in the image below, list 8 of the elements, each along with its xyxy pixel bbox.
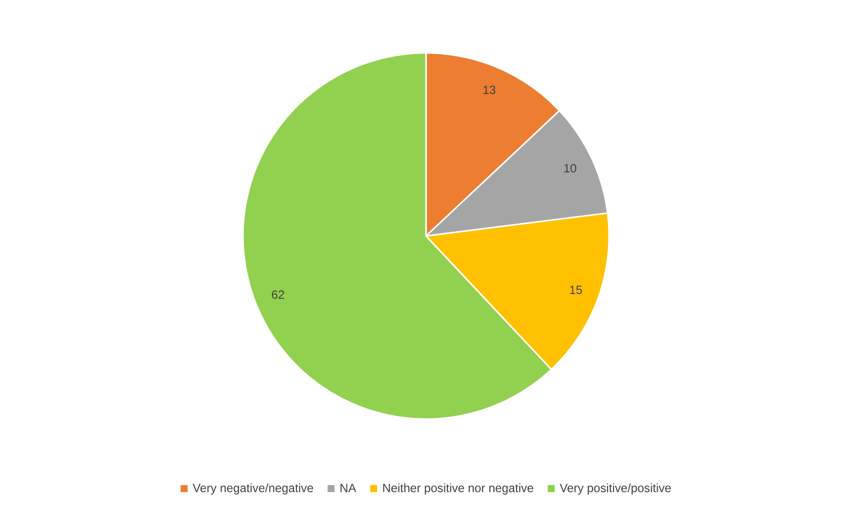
legend-label: Very positive/positive <box>560 483 671 495</box>
data-label: 10 <box>564 164 576 172</box>
data-label: 15 <box>570 286 582 294</box>
data-label: 62 <box>272 290 284 299</box>
legend-label: Neither positive nor negative <box>383 483 534 495</box>
data-label: 13 <box>483 86 496 94</box>
legend-label: NA <box>340 484 356 492</box>
legend-label: Very negative/negative <box>192 483 314 495</box>
